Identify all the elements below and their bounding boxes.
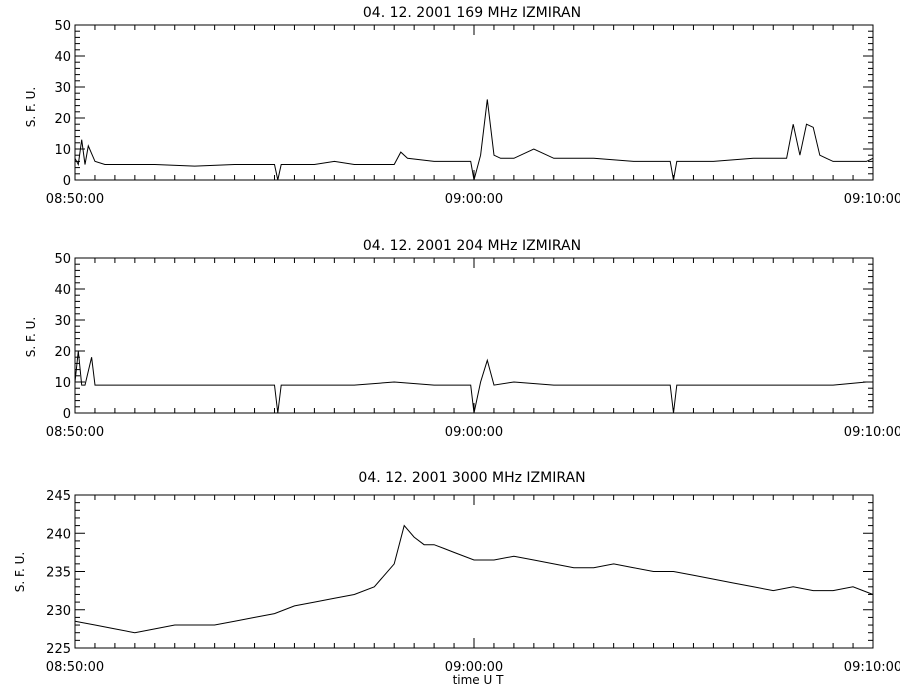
x-tick-labels: 08:50:00 09:00:00 09:10:00 <box>46 425 900 440</box>
x-ticks <box>74 495 874 648</box>
y-axis-label: S. F. U. <box>24 87 38 127</box>
series-line <box>74 99 874 181</box>
y-tick-label: 40 <box>54 50 71 65</box>
panel-3000mhz: 04. 12. 2001 3000 MHz IZMIRAN S. F. U. 2… <box>13 470 900 675</box>
x-tick-labels: 08:50:00 09:00:00 09:10:00 <box>46 192 900 207</box>
y-tick-label: 20 <box>54 112 71 127</box>
x-tick-label: 09:00:00 <box>445 660 503 675</box>
x-tick-label: 09:10:00 <box>844 425 900 440</box>
y-tick-labels: 0 10 20 30 40 50 <box>54 19 71 189</box>
x-tick-label: 09:00:00 <box>445 192 503 207</box>
series-line <box>74 524 874 634</box>
y-tick-label: 20 <box>54 345 71 360</box>
y-tick-label: 30 <box>54 81 71 96</box>
y-axis-label: S. F. U. <box>13 552 27 592</box>
x-tick-label: 08:50:00 <box>46 660 104 675</box>
y-tick-label: 0 <box>63 407 71 422</box>
x-tick-label: 09:10:00 <box>844 192 900 207</box>
y-tick-label: 10 <box>54 143 71 158</box>
x-tick-label: 09:00:00 <box>445 425 503 440</box>
y-tick-label: 245 <box>46 489 71 504</box>
x-tick-label: 09:10:00 <box>844 660 900 675</box>
x-tick-labels: 08:50:00 09:00:00 09:10:00 <box>46 660 900 675</box>
y-tick-label: 30 <box>54 314 71 329</box>
y-tick-label: 230 <box>46 604 71 619</box>
y-tick-label: 50 <box>54 19 71 34</box>
x-axis-label: time U T <box>453 673 505 687</box>
y-tick-labels: 0 10 20 30 40 50 <box>54 252 71 422</box>
y-ticks <box>75 494 873 649</box>
x-tick-label: 08:50:00 <box>46 425 104 440</box>
x-ticks <box>74 258 874 413</box>
x-ticks <box>74 25 874 180</box>
y-ticks <box>75 257 873 414</box>
y-tick-label: 50 <box>54 252 71 267</box>
y-tick-label: 225 <box>46 642 71 657</box>
y-tick-label: 10 <box>54 376 71 391</box>
y-axis-label: S. F. U. <box>24 317 38 357</box>
y-tick-label: 235 <box>46 566 71 581</box>
y-tick-labels: 225 230 235 240 245 <box>46 489 71 657</box>
panel-169mhz: 04. 12. 2001 169 MHz IZMIRAN S. F. U. 0 1… <box>24 5 900 207</box>
y-tick-label: 40 <box>54 283 71 298</box>
plot-frame <box>74 257 874 414</box>
panel-204mhz: 04. 12. 2001 204 MHz IZMIRAN S. F. U. 0 1… <box>24 238 900 440</box>
panel-title: 04. 12. 2001 3000 MHz IZMIRAN <box>358 470 585 486</box>
panel-title: 04. 12. 2001 169 MHz IZMIRAN <box>363 5 581 21</box>
y-tick-label: 0 <box>63 174 71 189</box>
y-ticks <box>75 24 873 181</box>
y-tick-label: 240 <box>46 527 71 542</box>
plot-frame <box>74 24 874 181</box>
series-line <box>74 350 873 414</box>
x-tick-label: 08:50:00 <box>46 192 104 207</box>
panel-title: 04. 12. 2001 204 MHz IZMIRAN <box>363 238 581 254</box>
